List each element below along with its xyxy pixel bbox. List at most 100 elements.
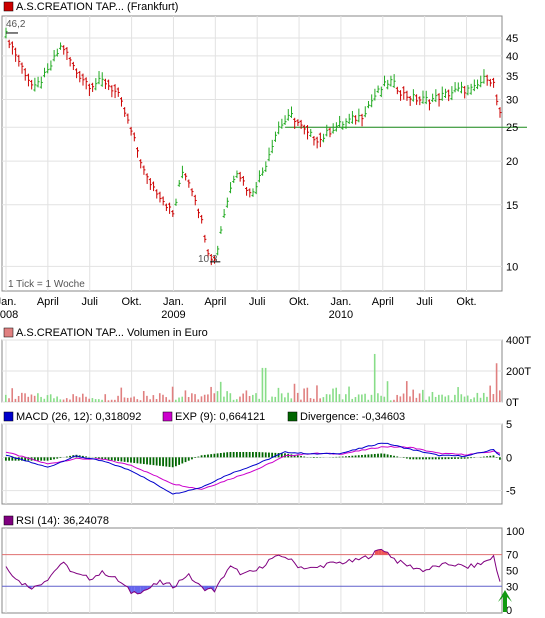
volume-bar-145 [470, 399, 472, 402]
divergence-bar-131 [425, 457, 428, 460]
divergence-bar-10 [37, 457, 39, 461]
divergence-legend-label: Divergence: -0,34603 [300, 411, 405, 423]
volume-bar-147 [476, 392, 479, 402]
volume-bar-9 [33, 395, 36, 402]
volume-bar-136 [441, 394, 443, 402]
divergence-bar-138 [447, 457, 450, 460]
volume-bar-79 [258, 398, 261, 402]
volume-bar-151 [489, 385, 491, 402]
divergence-bar-39 [130, 457, 132, 463]
x-month-label-0: Jan. [0, 296, 16, 308]
x-month-label-4: Jan. [163, 296, 184, 308]
x-year-label-2: 2010 [329, 309, 353, 321]
volume-bar-33 [110, 399, 113, 402]
macd-y-tick-5: 5 [506, 419, 512, 431]
divergence-bar-81 [264, 452, 267, 458]
divergence-bar-110 [357, 455, 360, 458]
volume-bar-119 [386, 381, 389, 402]
price-y-tick-35: 35 [506, 71, 518, 83]
divergence-bar-14 [49, 457, 52, 461]
volume-bar-5 [21, 392, 23, 402]
divergence-bar-74 [242, 452, 245, 458]
divergence-bar-73 [239, 452, 241, 458]
x-month-label-8: Jan. [331, 296, 352, 308]
divergence-bar-15 [53, 457, 55, 460]
volume-bar-6 [24, 393, 26, 402]
divergence-bar-31 [104, 457, 107, 460]
divergence-bar-120 [389, 455, 392, 458]
volume-bar-19 [65, 398, 68, 402]
divergence-bar-124 [402, 457, 405, 458]
volume-bar-61 [200, 396, 203, 402]
volume-bar-68 [223, 396, 225, 402]
divergence-bar-37 [123, 457, 126, 462]
volume-bar-140 [454, 394, 456, 402]
volume-bar-150 [486, 396, 488, 402]
volume-bar-135 [438, 394, 440, 402]
volume-bar-117 [380, 395, 382, 402]
axis-labels: 10 15 20 25 30 35 40 45 Jan. April Juli Okt. Jan. Apr… [0, 33, 531, 617]
volume-bar-148 [479, 397, 482, 402]
volume-bar-22 [75, 396, 78, 402]
divergence-bar-29 [98, 457, 100, 459]
volume-bar-81 [264, 367, 267, 402]
volume-bar-28 [94, 399, 97, 402]
volume-bar-94 [306, 387, 309, 402]
divergence-bar-57 [187, 457, 190, 461]
macd-legend-swatch [3, 411, 14, 422]
volume-bar-149 [482, 392, 485, 402]
divergence-bar-109 [354, 455, 357, 458]
volume-y-tick-0: 0T [506, 397, 519, 409]
divergence-bar-84 [274, 452, 277, 458]
volume-bar-75 [245, 390, 248, 402]
rsi-legend-swatch [3, 515, 14, 526]
rsi-y-tick-30: 30 [506, 581, 518, 593]
volume-bar-8 [30, 394, 33, 402]
volume-bar-46 [152, 395, 155, 402]
divergence-bar-118 [383, 453, 386, 458]
volume-bar-30 [101, 399, 103, 402]
volume-bar-127 [412, 389, 414, 402]
volume-bar-45 [149, 399, 151, 402]
volume-bar-59 [194, 394, 196, 402]
volume-bar-134 [434, 396, 437, 402]
volume-bar-54 [178, 397, 180, 402]
divergence-bar-135 [438, 457, 440, 460]
volume-bar-50 [165, 397, 167, 402]
divergence-bar-80 [261, 452, 264, 458]
volume-bar-36 [120, 387, 123, 402]
volume-bar-62 [203, 394, 206, 402]
volume-bar-13 [46, 395, 49, 402]
volume-bar-29 [98, 399, 100, 402]
volume-bar-76 [248, 396, 251, 402]
volume-bar-32 [107, 400, 110, 402]
volume-bar-72 [235, 399, 238, 402]
divergence-bar-93 [303, 456, 306, 458]
divergence-bar-149 [482, 456, 485, 458]
volume-bar-125 [405, 381, 408, 402]
volume-bar-47 [155, 399, 158, 402]
volume-bar-40 [133, 396, 135, 402]
volume-bar-56 [184, 390, 187, 402]
volume-bar-85 [277, 387, 280, 402]
volume-bar-60 [197, 399, 200, 402]
volume-bar-153 [495, 363, 498, 402]
divergence-bar-128 [415, 457, 418, 460]
volume-bar-124 [402, 393, 405, 402]
divergence-bar-68 [223, 452, 225, 458]
divergence-bar-52 [171, 457, 174, 468]
macd-y-tick-0: 0 [506, 452, 512, 464]
divergence-bar-117 [380, 453, 383, 458]
divergence-bar-86 [280, 453, 283, 458]
divergence-bar-7 [27, 457, 30, 461]
divergence-bar-61 [200, 455, 203, 458]
divergence-bar-126 [409, 457, 411, 460]
volume-bar-38 [126, 397, 129, 402]
rsi-line [5, 548, 501, 595]
volume-bar-129 [418, 393, 421, 402]
volume-bar-25 [85, 396, 87, 402]
divergence-bar-145 [470, 457, 472, 459]
volume-bar-97 [316, 385, 318, 402]
divergence-bar-55 [181, 457, 184, 464]
divergence-bar-0 [5, 457, 7, 461]
